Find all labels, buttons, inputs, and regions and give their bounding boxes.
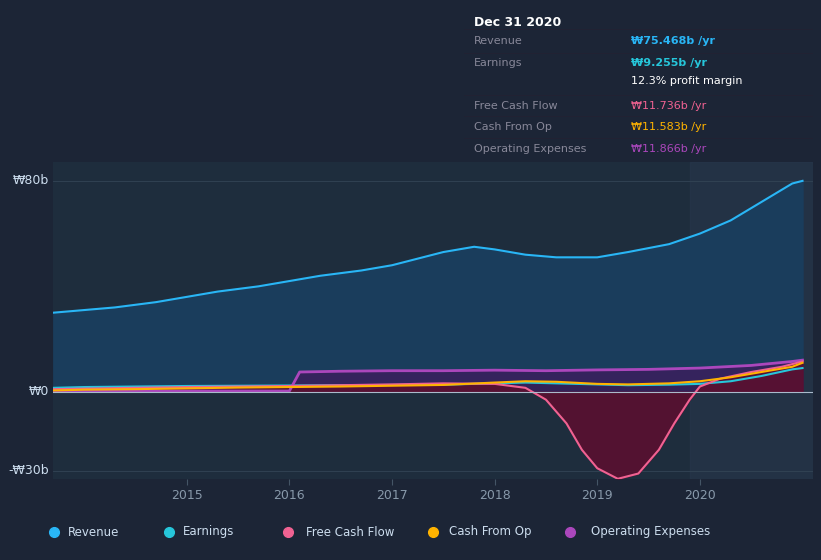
Text: Dec 31 2020: Dec 31 2020 [475, 16, 562, 29]
Text: Earnings: Earnings [183, 525, 234, 539]
Text: ₩11.736b /yr: ₩11.736b /yr [631, 101, 707, 111]
Text: Cash From Op: Cash From Op [450, 525, 532, 539]
Text: ₩9.255b /yr: ₩9.255b /yr [631, 58, 708, 68]
Text: ₩0: ₩0 [29, 385, 49, 398]
Text: ₩80b: ₩80b [13, 174, 49, 188]
Text: Operating Expenses: Operating Expenses [591, 525, 710, 539]
Text: -₩30b: -₩30b [9, 464, 49, 477]
Text: Revenue: Revenue [68, 525, 119, 539]
Text: Free Cash Flow: Free Cash Flow [306, 525, 394, 539]
Text: Cash From Op: Cash From Op [475, 122, 553, 132]
Text: ₩11.866b /yr: ₩11.866b /yr [631, 144, 707, 154]
Text: ₩11.583b /yr: ₩11.583b /yr [631, 122, 707, 132]
Text: Earnings: Earnings [475, 58, 523, 68]
Text: 12.3% profit margin: 12.3% profit margin [631, 76, 743, 86]
Text: Operating Expenses: Operating Expenses [475, 144, 587, 154]
Bar [690, 162, 813, 479]
Text: Revenue: Revenue [475, 36, 523, 46]
Text: Free Cash Flow: Free Cash Flow [475, 101, 558, 111]
Text: ₩75.468b /yr: ₩75.468b /yr [631, 36, 715, 46]
